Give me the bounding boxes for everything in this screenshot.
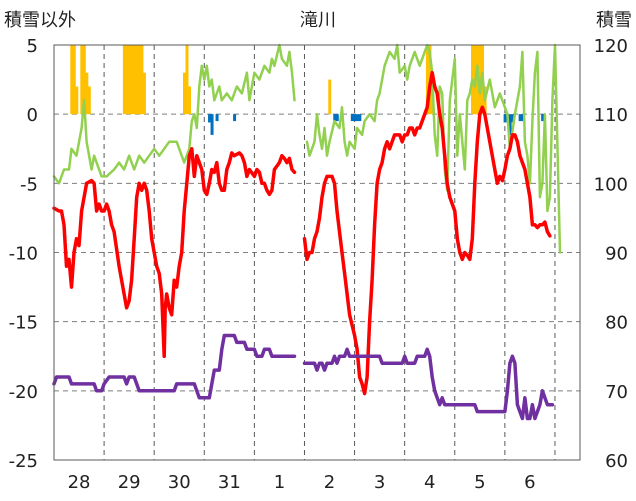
orange-bar — [70, 45, 74, 115]
orange-bar — [137, 45, 141, 115]
snow_depth-line — [305, 43, 562, 254]
series-lines — [52, 43, 562, 421]
orange-bar — [425, 45, 429, 115]
temperature_red-line — [302, 70, 552, 396]
y-tick-left: -10 — [9, 244, 38, 265]
y-tick-left: -20 — [9, 382, 38, 403]
x-tick-label: 30 — [168, 472, 191, 493]
orange-bar — [182, 72, 186, 115]
left-ticks: 5 0 -5 -10 -15 -20 -25 — [9, 36, 38, 472]
orange-bar — [130, 45, 134, 115]
x-tick-label: 4 — [424, 472, 435, 493]
orange-bar — [140, 45, 144, 115]
y-tick-right: 70 — [605, 382, 628, 403]
blue-bar — [353, 114, 357, 122]
x-ticks: 28 29 30 31 1 2 3 4 5 6 — [68, 472, 536, 493]
x-tick-label: 5 — [474, 472, 485, 493]
orange-bar — [127, 45, 131, 115]
x-tick-label: 28 — [68, 472, 91, 493]
blue-bar — [521, 114, 525, 122]
x-tick-label: 2 — [324, 472, 335, 493]
blue-bar — [358, 114, 362, 122]
orange-bar — [85, 72, 89, 115]
blue-bar — [210, 114, 214, 135]
blue-bar — [518, 114, 522, 122]
y-tick-right: 110 — [594, 105, 628, 126]
bars — [70, 45, 545, 135]
blue-bar — [503, 114, 507, 123]
orange-bar — [122, 45, 126, 115]
y-tick-left: 0 — [27, 105, 38, 126]
blue-bar — [355, 114, 359, 122]
y-tick-left: -5 — [20, 174, 38, 195]
orange-bar — [142, 72, 146, 115]
x-tick-label: 3 — [374, 472, 385, 493]
orange-bar — [87, 86, 91, 115]
y-tick-right: 90 — [605, 244, 628, 265]
orange-bar — [185, 45, 189, 115]
blue-bar — [350, 114, 354, 122]
temperature_red-line — [52, 147, 297, 359]
right-ticks: 120 110 100 90 80 70 60 — [594, 36, 628, 472]
y-tick-right: 120 — [594, 36, 628, 57]
x-tick-label: 29 — [118, 472, 141, 493]
y-tick-right: 100 — [594, 174, 628, 195]
blue-bar — [333, 114, 337, 122]
x-tick-label: 1 — [274, 472, 285, 493]
temperature_purple-line — [52, 333, 297, 400]
chart-title: 滝川 — [300, 10, 336, 31]
orange-bar — [82, 45, 86, 115]
blue-bar — [511, 114, 515, 123]
orange-bar — [328, 79, 332, 115]
orange-bar — [75, 86, 79, 115]
orange-bar — [478, 45, 482, 115]
orange-bar — [72, 45, 76, 115]
y-tick-left: 5 — [27, 36, 38, 57]
orange-bar — [188, 86, 192, 115]
blue-bar — [335, 114, 339, 122]
orange-bar — [135, 45, 139, 115]
orange-bar — [80, 45, 84, 115]
blue-bar — [541, 114, 545, 122]
y-tick-left: -25 — [9, 451, 38, 472]
snow_depth-line — [52, 43, 296, 185]
orange-bar — [125, 45, 129, 115]
plot-frame — [53, 44, 581, 461]
y-tick-right: 60 — [605, 451, 628, 472]
blue-bar — [508, 114, 512, 135]
y-tick-left: -15 — [9, 313, 38, 334]
y-axis-left-label: 積雪以外 — [4, 10, 76, 31]
blue-bar — [215, 114, 219, 122]
y-tick-right: 80 — [605, 313, 628, 334]
temperature_purple-line — [302, 347, 555, 421]
blue-bar — [233, 114, 237, 122]
orange-bar — [132, 45, 136, 115]
y-axis-right-label: 積雪 — [596, 10, 632, 31]
x-tick-label: 31 — [218, 472, 241, 493]
blue-bar — [208, 114, 212, 123]
x-tick-label: 6 — [524, 472, 535, 493]
